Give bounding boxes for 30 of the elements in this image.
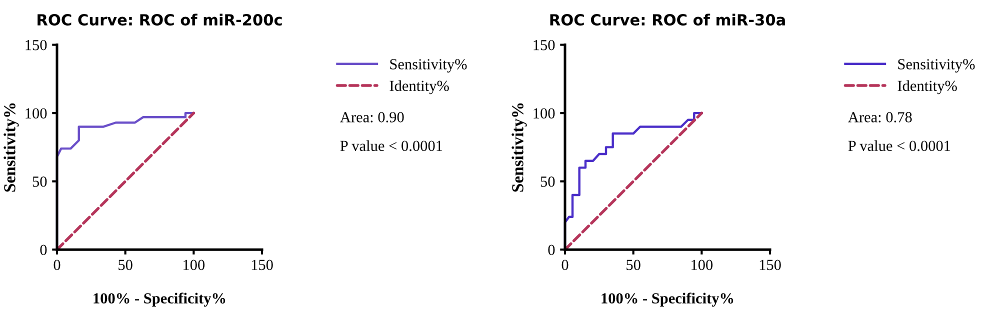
x-tick-label: 50 xyxy=(118,260,132,270)
y-tick-label: 100 xyxy=(534,108,555,119)
x-tick-label: 50 xyxy=(626,260,640,270)
legend-label: Sensitivity% xyxy=(898,59,975,73)
x-tick-label: 150 xyxy=(252,260,273,270)
text: Area: 0.78 xyxy=(848,112,912,122)
x-tick-label: 150 xyxy=(760,260,781,270)
y-axis-title: Sensitivity% xyxy=(4,103,19,192)
legend-label: Identity% xyxy=(898,80,957,94)
legend-label: Identity% xyxy=(390,80,449,94)
x-tick-label: 100 xyxy=(184,260,205,270)
x-tick-label: 100 xyxy=(692,260,713,270)
text: Area: 0.90 xyxy=(340,112,404,122)
x-axis-title: 100% - Specificity% xyxy=(94,292,226,307)
x-tick-label: 0 xyxy=(562,260,568,270)
y-tick-label: 150 xyxy=(534,40,555,50)
y-axis-title: Sensitivity% xyxy=(512,103,527,192)
y-tick-label: 0 xyxy=(548,244,555,256)
x-tick-label: 0 xyxy=(54,260,60,270)
y-tick-label: 150 xyxy=(26,40,47,50)
y-tick-label: 50 xyxy=(32,176,47,187)
y-tick-label: 50 xyxy=(540,176,555,187)
chart-title: ROC Curve: ROC of miR-200c xyxy=(38,14,282,26)
text: P value < 0.0001 xyxy=(340,140,442,152)
legend-label: Sensitivity% xyxy=(390,59,467,73)
x-axis-title: 100% - Specificity% xyxy=(602,292,734,307)
y-tick-label: 100 xyxy=(26,108,47,119)
text: P value < 0.0001 xyxy=(848,140,950,152)
chart-title: ROC Curve: ROC of miR-30a xyxy=(550,14,785,26)
y-tick-label: 0 xyxy=(40,244,47,256)
